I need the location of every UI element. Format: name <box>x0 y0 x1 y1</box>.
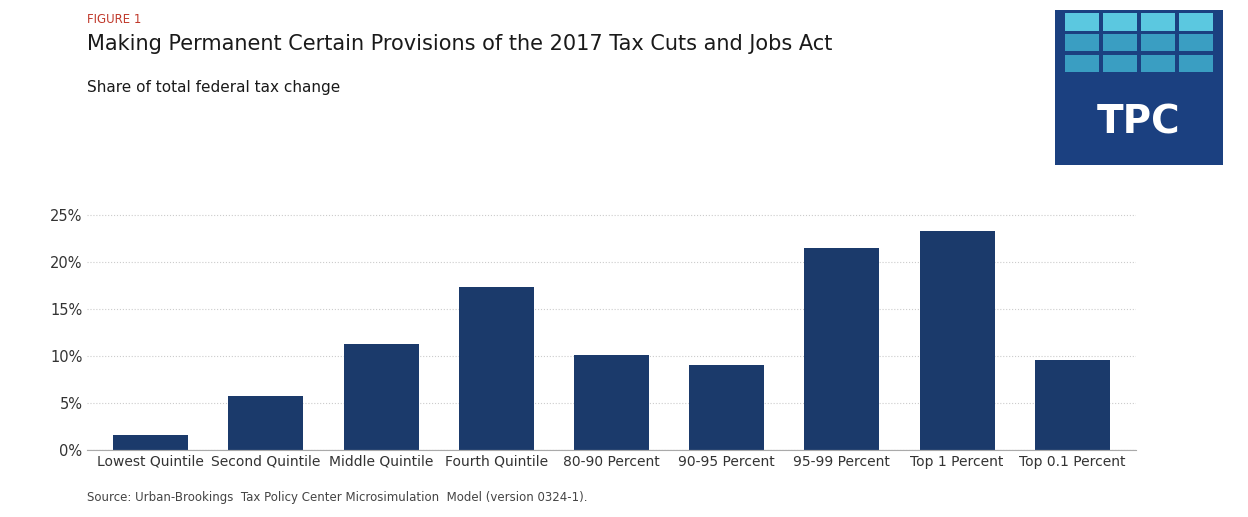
Bar <box>920 231 995 450</box>
Bar <box>1179 13 1213 31</box>
Text: FIGURE 1: FIGURE 1 <box>87 13 142 26</box>
Text: Source: Urban-Brookings  Tax Policy Center Microsimulation  Model (version 0324-: Source: Urban-Brookings Tax Policy Cente… <box>87 491 588 504</box>
Text: Share of total federal tax change: Share of total federal tax change <box>87 80 341 95</box>
Bar <box>805 248 880 450</box>
Bar <box>343 344 418 450</box>
Text: TPC: TPC <box>1097 103 1181 141</box>
Bar <box>1103 55 1137 72</box>
Bar <box>459 287 534 450</box>
Bar <box>1035 359 1109 450</box>
Bar <box>1141 35 1174 52</box>
Bar <box>1179 55 1213 72</box>
Bar <box>1065 55 1098 72</box>
Bar <box>228 396 303 450</box>
Bar <box>689 365 764 450</box>
Bar <box>1103 13 1137 31</box>
Bar <box>1065 35 1098 52</box>
Bar <box>1141 55 1174 72</box>
Bar <box>1179 35 1213 52</box>
Bar <box>574 355 649 450</box>
Bar <box>1141 13 1174 31</box>
Text: Making Permanent Certain Provisions of the 2017 Tax Cuts and Jobs Act: Making Permanent Certain Provisions of t… <box>87 34 832 54</box>
Bar <box>1103 35 1137 52</box>
Bar <box>114 435 188 450</box>
Bar <box>1065 13 1098 31</box>
